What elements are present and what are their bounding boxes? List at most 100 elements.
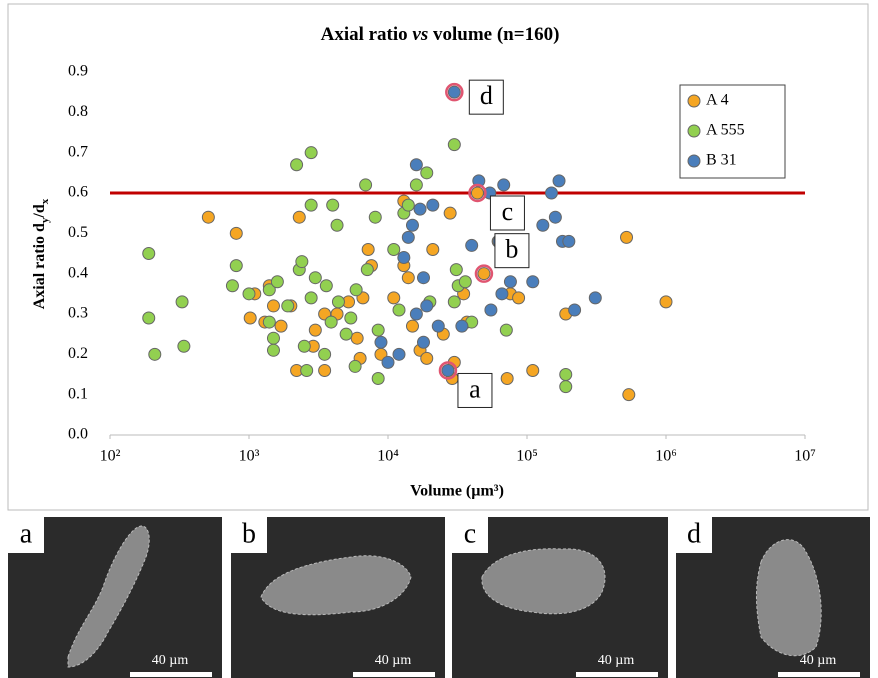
point [148,347,162,361]
legend-marker [687,154,701,168]
y-axis-label: Axial ratio dy/dx [31,198,51,309]
point [360,263,374,277]
point [308,271,322,285]
legend-label: B 31 [706,152,737,169]
annotation-box [494,233,530,269]
point [229,226,243,240]
annotation-label: c [502,197,514,226]
point [300,363,314,377]
point [142,311,156,325]
highlight-ring [468,183,487,203]
point [512,291,526,305]
point [225,279,239,293]
y-label-sub: x [39,198,51,204]
annotation-label: d [480,81,493,110]
point [405,218,419,232]
point [331,295,345,309]
point [177,339,191,353]
point [409,178,423,192]
point [420,166,434,180]
point [308,323,322,337]
point [339,327,353,341]
legend: A 4 A 555 B 31 [679,84,786,179]
image-panel: c 40 µm [452,517,668,678]
point [470,186,484,200]
point [548,210,562,224]
point [304,146,318,160]
chart-frame [7,3,869,511]
y-tick-label: 0.4 [68,264,88,281]
scale-label: 40 µm [152,653,189,668]
annotation-box [489,195,525,231]
point [330,218,344,232]
y-tick-label: 0.5 [68,224,88,241]
point [270,275,284,289]
point [368,210,382,224]
point [552,174,566,188]
point [292,210,306,224]
y-tick-label: 0.6 [68,184,88,201]
annotation-label: a [469,374,481,403]
y-tick-label: 0.9 [68,63,88,80]
panel-label: d [687,518,701,549]
point [447,85,461,99]
point [304,198,318,212]
point [262,315,276,329]
legend-marker [687,124,701,138]
point [262,283,276,297]
y-tick-label: 0.3 [68,305,88,322]
point [371,372,385,386]
point [318,347,332,361]
point [484,303,498,317]
point [449,263,463,277]
scale-bar [130,672,212,677]
point [536,218,550,232]
point [326,198,340,212]
point [416,335,430,349]
point [348,359,362,373]
point [526,275,540,289]
panel-label-box [8,517,44,553]
point [297,339,311,353]
point [266,331,280,345]
point [477,267,491,281]
particle [755,539,822,657]
x-tick-label: 10⁵ [516,448,538,465]
point [295,255,309,269]
point [420,299,434,313]
point [568,303,582,317]
point [588,291,602,305]
point [455,319,469,333]
point [318,363,332,377]
point [242,287,256,301]
y-tick-label: 0.8 [68,103,88,120]
point [426,198,440,212]
x-tick-label: 10⁶ [655,448,677,465]
point [392,303,406,317]
point [243,311,257,325]
title-part: volume (n=160) [428,24,559,45]
x-axis-label: Volume (µm³) [410,483,504,500]
point [281,299,295,313]
scale-bar [778,672,860,677]
point [405,319,419,333]
point [447,295,461,309]
point [229,259,243,273]
title-part: vs [412,24,428,45]
panel-label-box [676,517,712,553]
point [458,275,472,289]
point [397,251,411,265]
point [426,242,440,256]
title-part: Axial ratio [321,24,413,45]
y-tick-label: 0.1 [68,385,88,402]
point [431,319,445,333]
point [420,351,434,365]
panel-label-box [452,517,488,553]
scale-bar [576,672,658,677]
point [374,335,388,349]
point [495,287,509,301]
y-tick-label: 0.0 [68,426,88,443]
legend-marker [687,94,701,108]
point [409,307,423,321]
